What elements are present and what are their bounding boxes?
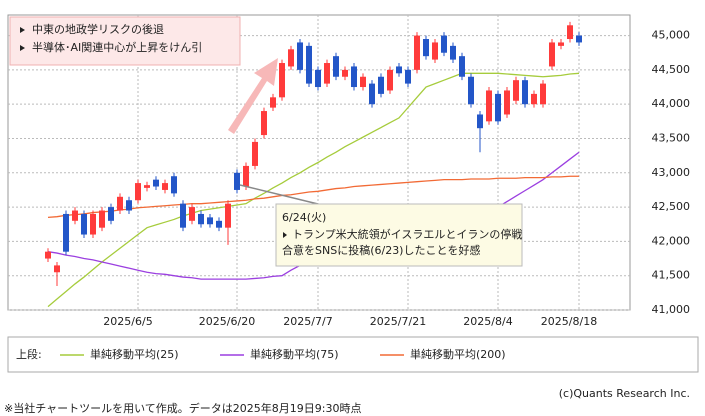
rise-arrow xyxy=(228,58,278,134)
candle-body xyxy=(198,213,204,225)
candle-body xyxy=(288,49,294,67)
candle-body xyxy=(369,83,375,105)
candle-body xyxy=(144,185,150,188)
candle-body xyxy=(351,66,357,88)
callout-title: 6/24(火) xyxy=(282,211,326,224)
candle-body xyxy=(477,114,483,129)
candle-body xyxy=(90,213,96,235)
x-tick-label: 2025/8/4 xyxy=(463,315,512,328)
candle-body xyxy=(270,97,276,108)
candle-body xyxy=(171,176,177,194)
footnote: ※当社チャートツールを用いて作成。データは2025年8月19日9:30時点 xyxy=(4,401,361,415)
candle-body xyxy=(567,25,573,40)
x-tick-label: 2025/6/20 xyxy=(199,315,255,328)
legend-label: 単純移動平均(75) xyxy=(250,347,339,361)
candle-body xyxy=(441,35,447,53)
callout-box xyxy=(275,203,523,267)
candle-body xyxy=(180,203,186,228)
candle-body xyxy=(252,141,258,166)
candles xyxy=(45,21,582,286)
candle-body xyxy=(225,203,231,228)
candle-body xyxy=(495,93,501,122)
candle-body xyxy=(81,213,87,235)
callout-line: トランプ米大統領がイスラエルとイランの停戦 xyxy=(292,227,522,241)
candle-body xyxy=(324,63,330,84)
candle-body xyxy=(513,80,519,101)
candle-body xyxy=(135,183,141,201)
candle-body xyxy=(504,90,510,115)
callout-mark xyxy=(283,232,287,238)
candle-body xyxy=(342,69,348,77)
candle-body xyxy=(576,35,582,43)
candle-body xyxy=(423,39,429,57)
bullet: 半導体･AI関連中心が上昇をけん引 xyxy=(32,40,202,54)
candle-body xyxy=(297,42,303,70)
y-tick-label: 43,500 xyxy=(652,131,691,144)
bullet: 中東の地政学リスクの後退 xyxy=(32,22,164,36)
candle-body xyxy=(162,183,168,190)
candle-body xyxy=(387,69,393,91)
candle-body xyxy=(522,80,528,105)
candle-body xyxy=(99,210,105,228)
candle-body xyxy=(243,165,249,187)
candle-body xyxy=(468,76,474,105)
candle-body xyxy=(558,42,564,46)
candle-body xyxy=(54,265,60,273)
candle-body xyxy=(207,217,213,225)
ma-line xyxy=(47,175,579,219)
x-tick-label: 2025/7/21 xyxy=(370,315,426,328)
candle-body xyxy=(153,179,159,187)
candle-body xyxy=(45,251,51,259)
callout-connector xyxy=(239,184,319,205)
candle-body xyxy=(432,42,438,60)
y-tick-label: 42,000 xyxy=(652,234,691,247)
y-tick-label: 45,000 xyxy=(652,29,691,42)
ma-line xyxy=(47,72,580,308)
x-tick-label: 2025/6/5 xyxy=(103,315,152,328)
candle-body xyxy=(333,56,339,77)
candle-body xyxy=(486,90,492,122)
candle-body xyxy=(306,45,312,84)
bullet-box xyxy=(9,16,241,66)
y-tick-label: 41,000 xyxy=(652,303,691,316)
candle-body xyxy=(414,35,420,70)
candle-body xyxy=(360,76,366,88)
bullet-marks xyxy=(20,27,25,51)
candle-body xyxy=(63,213,69,252)
candle-body xyxy=(540,83,546,105)
candle-body xyxy=(216,220,222,228)
callout-line: 合意をSNSに投稿(6/23)したことを好感 xyxy=(282,243,480,257)
candle-body xyxy=(117,196,123,211)
candle-body xyxy=(279,63,285,98)
candle-body xyxy=(396,66,402,74)
legend-label: 単純移動平均(200) xyxy=(410,347,506,361)
x-tick-label: 2025/7/7 xyxy=(283,315,332,328)
candle-body xyxy=(261,111,267,136)
legend-label: 単純移動平均(25) xyxy=(90,347,179,361)
y-tick-label: 44,000 xyxy=(652,97,691,110)
candle-body xyxy=(549,42,555,67)
candle-body xyxy=(450,45,456,60)
candle-body xyxy=(189,207,195,221)
candle-body xyxy=(108,207,114,221)
legend-prefix: 上段: xyxy=(16,347,42,361)
y-tick-label: 44,500 xyxy=(652,63,691,76)
y-tick-label: 41,500 xyxy=(652,269,691,282)
candle-body xyxy=(234,172,240,190)
y-tick-label: 42,500 xyxy=(652,200,691,213)
candle-body xyxy=(459,56,465,77)
candle-body xyxy=(315,69,321,88)
legend-box xyxy=(7,336,699,373)
candle-body xyxy=(126,200,132,211)
source: (c)Quants Research Inc. xyxy=(559,387,690,400)
candle-body xyxy=(405,69,411,84)
candle-body xyxy=(72,210,78,221)
candle-body xyxy=(378,76,384,94)
legend: 単純移動平均(25) 単純移動平均(75) 単純移動平均(200) xyxy=(60,347,506,361)
x-tick-label: 2025/8/18 xyxy=(541,315,597,328)
candle-body xyxy=(531,93,537,105)
y-tick-label: 43,000 xyxy=(652,166,691,179)
